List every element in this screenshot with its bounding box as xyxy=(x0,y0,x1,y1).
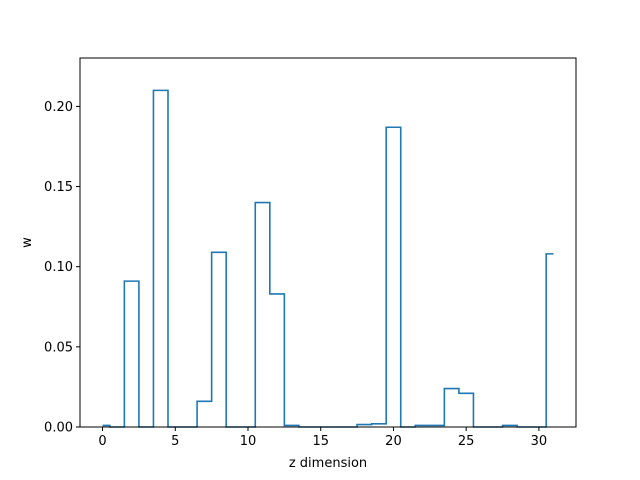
y-tick-label: 0.10 xyxy=(44,260,73,275)
y-tick-label: 0.20 xyxy=(44,100,73,115)
x-tick-label: 30 xyxy=(531,434,548,449)
x-tick-label: 0 xyxy=(98,434,106,449)
y-tick-label: 0.00 xyxy=(44,421,73,436)
plot-frame xyxy=(79,57,577,428)
y-axis-ticks: 0.00 0.05 0.10 0.15 0.20 xyxy=(44,100,80,436)
plot-area-background xyxy=(80,58,576,427)
x-tick-label: 15 xyxy=(312,434,329,449)
x-tick-label: 25 xyxy=(458,434,475,449)
x-tick-label: 5 xyxy=(171,434,179,449)
y-axis-label: w xyxy=(20,237,35,248)
x-tick-label: 10 xyxy=(240,434,257,449)
x-tick-label: 20 xyxy=(385,434,402,449)
x-axis-ticks: 0 5 10 15 20 25 30 xyxy=(98,427,547,449)
x-axis-label: z dimension xyxy=(289,456,367,471)
y-tick-label: 0.05 xyxy=(44,340,73,355)
y-tick-label: 0.15 xyxy=(44,180,73,195)
